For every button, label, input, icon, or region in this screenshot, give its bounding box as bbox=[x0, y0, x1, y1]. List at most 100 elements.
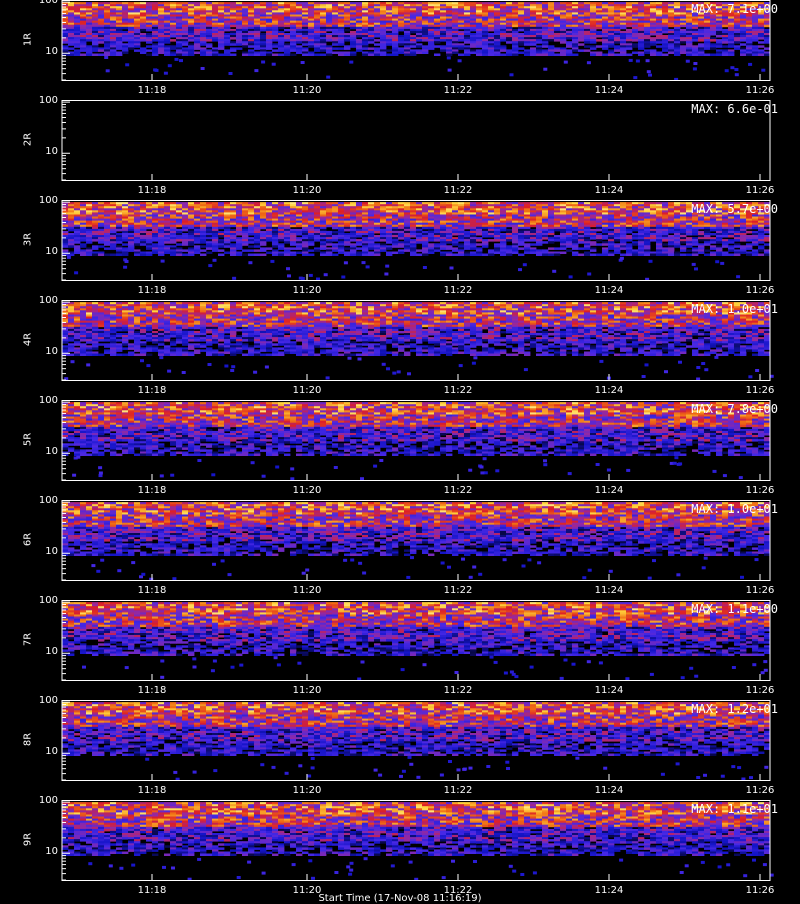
heatmap-cell bbox=[440, 254, 446, 257]
heatmap-cell bbox=[458, 54, 464, 57]
heatmap-cell bbox=[146, 227, 152, 230]
heatmap-cell bbox=[518, 29, 524, 32]
heatmap-cell bbox=[488, 235, 494, 238]
heatmap-cell bbox=[542, 45, 548, 48]
heatmap-cell bbox=[140, 39, 146, 42]
heatmap-cell bbox=[734, 47, 740, 50]
heatmap-cell bbox=[434, 239, 440, 242]
heatmap-cell bbox=[122, 254, 128, 257]
heatmap-cell bbox=[278, 247, 284, 250]
heatmap-cell bbox=[308, 243, 314, 246]
heatmap-cell bbox=[572, 49, 578, 52]
heatmap-cell bbox=[320, 49, 326, 52]
heatmap-cell bbox=[332, 43, 338, 46]
heatmap-cell bbox=[224, 29, 230, 32]
heatmap-cell bbox=[62, 245, 68, 248]
heatmap-cell bbox=[362, 54, 368, 57]
heatmap-cell bbox=[698, 54, 704, 57]
heatmap-cell bbox=[434, 45, 440, 48]
heatmap-cell bbox=[170, 47, 176, 50]
heatmap-cell bbox=[248, 249, 254, 252]
heatmap-cell bbox=[560, 54, 566, 57]
heatmap-cell bbox=[488, 239, 494, 242]
heatmap-cell bbox=[506, 225, 512, 228]
heatmap-cell bbox=[350, 239, 356, 242]
y-axis-label: 2R bbox=[23, 130, 34, 150]
heatmap-cell bbox=[68, 47, 74, 50]
heatmap-cell bbox=[296, 41, 302, 44]
heatmap-cell bbox=[764, 47, 770, 50]
heatmap-cell bbox=[98, 49, 104, 52]
heatmap-cell bbox=[458, 239, 464, 242]
heatmap-cell bbox=[104, 243, 110, 246]
heatmap-cell bbox=[170, 35, 176, 38]
heatmap-cell bbox=[302, 254, 308, 257]
heatmap-cell bbox=[320, 254, 326, 257]
heatmap-cell bbox=[236, 254, 242, 257]
heatmap-cell bbox=[308, 45, 314, 48]
heatmap-cell bbox=[392, 54, 398, 57]
heatmap-cell bbox=[470, 29, 476, 32]
heatmap-cell bbox=[380, 54, 386, 57]
heatmap-cell bbox=[230, 239, 236, 242]
plot-frame bbox=[62, 101, 770, 181]
heatmap-cell bbox=[506, 239, 512, 242]
heatmap-cell bbox=[734, 68, 738, 71]
heatmap-cell bbox=[350, 254, 356, 257]
heatmap-cell bbox=[260, 227, 266, 230]
heatmap-cell bbox=[560, 252, 566, 255]
heatmap-cell bbox=[314, 49, 320, 52]
heatmap-cell bbox=[266, 47, 272, 50]
heatmap-cell bbox=[386, 241, 392, 244]
heatmap-cell bbox=[564, 61, 568, 64]
heatmap-cell bbox=[428, 47, 434, 50]
heatmap-cell bbox=[104, 254, 110, 257]
heatmap-cell bbox=[128, 47, 134, 50]
heatmap-cell bbox=[164, 72, 168, 75]
heatmap-cell bbox=[164, 54, 170, 57]
heatmap-cell bbox=[500, 254, 506, 257]
heatmap-cell bbox=[482, 245, 488, 248]
heatmap-cell bbox=[68, 43, 74, 46]
heatmap-cell bbox=[170, 241, 176, 244]
heatmap-cell bbox=[116, 229, 122, 232]
heatmap-cell bbox=[596, 35, 602, 38]
heatmap-cell bbox=[182, 254, 188, 257]
heatmap-cell bbox=[290, 254, 296, 257]
heatmap-cell bbox=[482, 254, 488, 257]
heatmap-cell bbox=[374, 231, 380, 234]
heatmap-cell bbox=[338, 43, 344, 46]
heatmap-cell bbox=[188, 254, 194, 257]
heatmap-cell bbox=[224, 43, 230, 46]
heatmap-cell bbox=[584, 41, 590, 44]
heatmap-cells bbox=[62, 202, 770, 281]
heatmap-cell bbox=[140, 52, 146, 55]
heatmap-cell bbox=[296, 225, 302, 228]
heatmap-cell bbox=[518, 52, 524, 55]
heatmap-cell bbox=[179, 59, 183, 62]
heatmap-cell bbox=[698, 39, 704, 42]
heatmap-cell bbox=[278, 49, 284, 52]
heatmap-cell bbox=[440, 247, 446, 250]
heatmap-cell bbox=[488, 29, 494, 32]
heatmap-cell bbox=[752, 54, 758, 57]
heatmap-cell bbox=[647, 70, 651, 73]
heatmap-cell bbox=[98, 41, 104, 44]
heatmap-cell bbox=[368, 54, 374, 57]
heatmap-cell bbox=[626, 54, 632, 57]
heatmap-cell bbox=[446, 241, 452, 244]
heatmap-cell bbox=[722, 41, 728, 44]
heatmap-cell bbox=[146, 54, 152, 57]
heatmap-cell bbox=[761, 69, 765, 72]
heatmap-cell bbox=[518, 43, 524, 46]
heatmap-cell bbox=[746, 54, 752, 57]
heatmap-cell bbox=[224, 252, 230, 255]
heatmap-cell bbox=[68, 229, 74, 232]
heatmap-cell bbox=[200, 254, 206, 257]
heatmap-cell bbox=[518, 47, 524, 50]
heatmap-cell bbox=[68, 54, 74, 57]
heatmap-cell bbox=[728, 45, 734, 48]
heatmap-cell bbox=[764, 41, 770, 44]
